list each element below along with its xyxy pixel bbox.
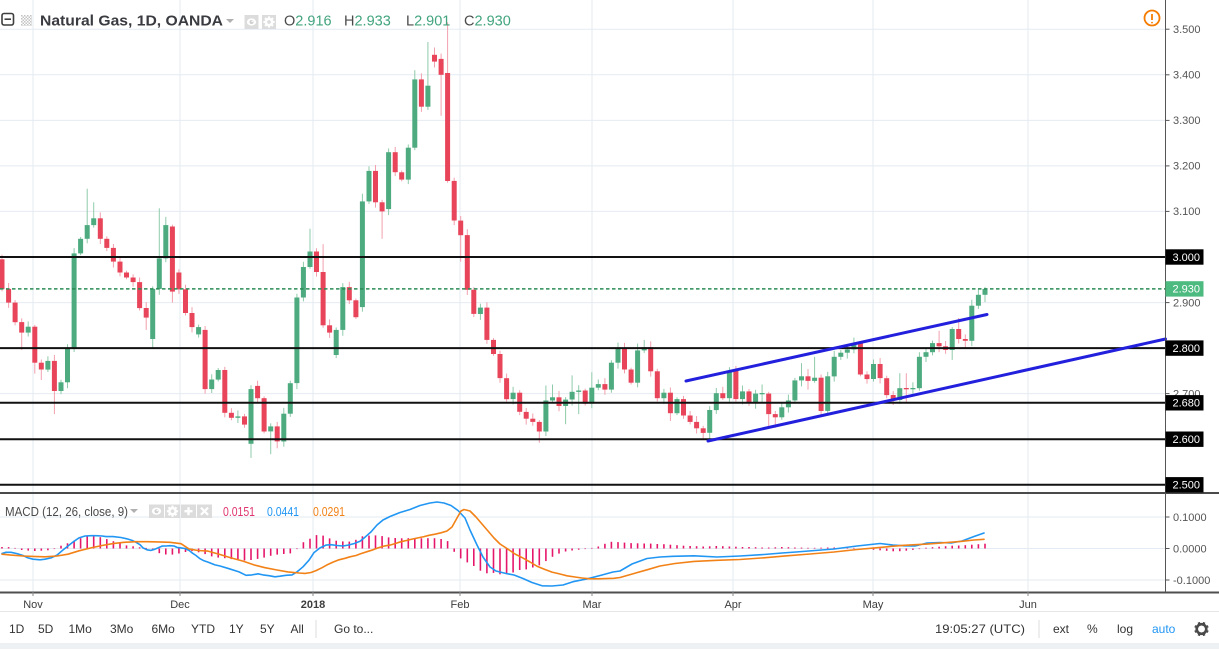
svg-text:C2.930: C2.930 bbox=[464, 14, 511, 30]
svg-text:3Mo: 3Mo bbox=[110, 622, 134, 636]
svg-text:2018: 2018 bbox=[301, 599, 325, 611]
svg-text:2.900: 2.900 bbox=[1173, 297, 1201, 309]
svg-text:Mar: Mar bbox=[583, 599, 602, 611]
svg-text:auto: auto bbox=[1152, 622, 1176, 636]
svg-text:H2.933: H2.933 bbox=[344, 14, 391, 30]
svg-text:Go to...: Go to... bbox=[334, 622, 373, 636]
svg-text:2.500: 2.500 bbox=[1173, 480, 1201, 492]
svg-text:O2.916: O2.916 bbox=[284, 14, 332, 30]
svg-text:0.1000: 0.1000 bbox=[1173, 512, 1207, 524]
svg-text:YTD: YTD bbox=[191, 622, 215, 636]
svg-text:-0.1000: -0.1000 bbox=[1173, 575, 1210, 587]
svg-text:5D: 5D bbox=[38, 622, 54, 636]
svg-text:MACD (12, 26, close, 9): MACD (12, 26, close, 9) bbox=[5, 505, 128, 519]
svg-text:Feb: Feb bbox=[451, 599, 470, 611]
svg-text:0.0000: 0.0000 bbox=[1173, 543, 1207, 555]
svg-text:2.800: 2.800 bbox=[1173, 343, 1201, 355]
svg-text:2.680: 2.680 bbox=[1173, 398, 1201, 410]
svg-text:0.0151: 0.0151 bbox=[223, 504, 255, 519]
svg-text:3.400: 3.400 bbox=[1173, 70, 1201, 82]
svg-text:2.600: 2.600 bbox=[1173, 434, 1201, 446]
svg-text:3.500: 3.500 bbox=[1173, 24, 1201, 36]
svg-text:Nov: Nov bbox=[23, 599, 43, 611]
svg-text:3.300: 3.300 bbox=[1173, 115, 1201, 127]
svg-text:1Y: 1Y bbox=[229, 622, 244, 636]
svg-text:3.100: 3.100 bbox=[1173, 206, 1201, 218]
svg-text:0.0291: 0.0291 bbox=[313, 504, 345, 519]
svg-text:%: % bbox=[1087, 622, 1098, 636]
svg-text:log: log bbox=[1117, 622, 1133, 636]
svg-text:Dec: Dec bbox=[170, 599, 190, 611]
svg-text:0.0441: 0.0441 bbox=[267, 504, 299, 519]
svg-text:1Mo: 1Mo bbox=[69, 622, 93, 636]
svg-text:2.930: 2.930 bbox=[1173, 284, 1201, 296]
svg-text:5Y: 5Y bbox=[260, 622, 275, 636]
svg-text:19:05:27 (UTC): 19:05:27 (UTC) bbox=[935, 622, 1025, 636]
svg-text:All: All bbox=[291, 622, 304, 636]
svg-text:L2.901: L2.901 bbox=[406, 14, 450, 30]
svg-text:3.200: 3.200 bbox=[1173, 161, 1201, 173]
svg-text:Natural Gas, 1D, OANDA: Natural Gas, 1D, OANDA bbox=[40, 13, 223, 30]
svg-text:6Mo: 6Mo bbox=[152, 622, 176, 636]
svg-text:1D: 1D bbox=[9, 622, 25, 636]
svg-text:May: May bbox=[863, 599, 884, 611]
svg-text:Apr: Apr bbox=[724, 599, 741, 611]
svg-text:ext: ext bbox=[1053, 622, 1070, 636]
svg-text:3.000: 3.000 bbox=[1173, 252, 1201, 264]
svg-text:Jun: Jun bbox=[1019, 599, 1037, 611]
